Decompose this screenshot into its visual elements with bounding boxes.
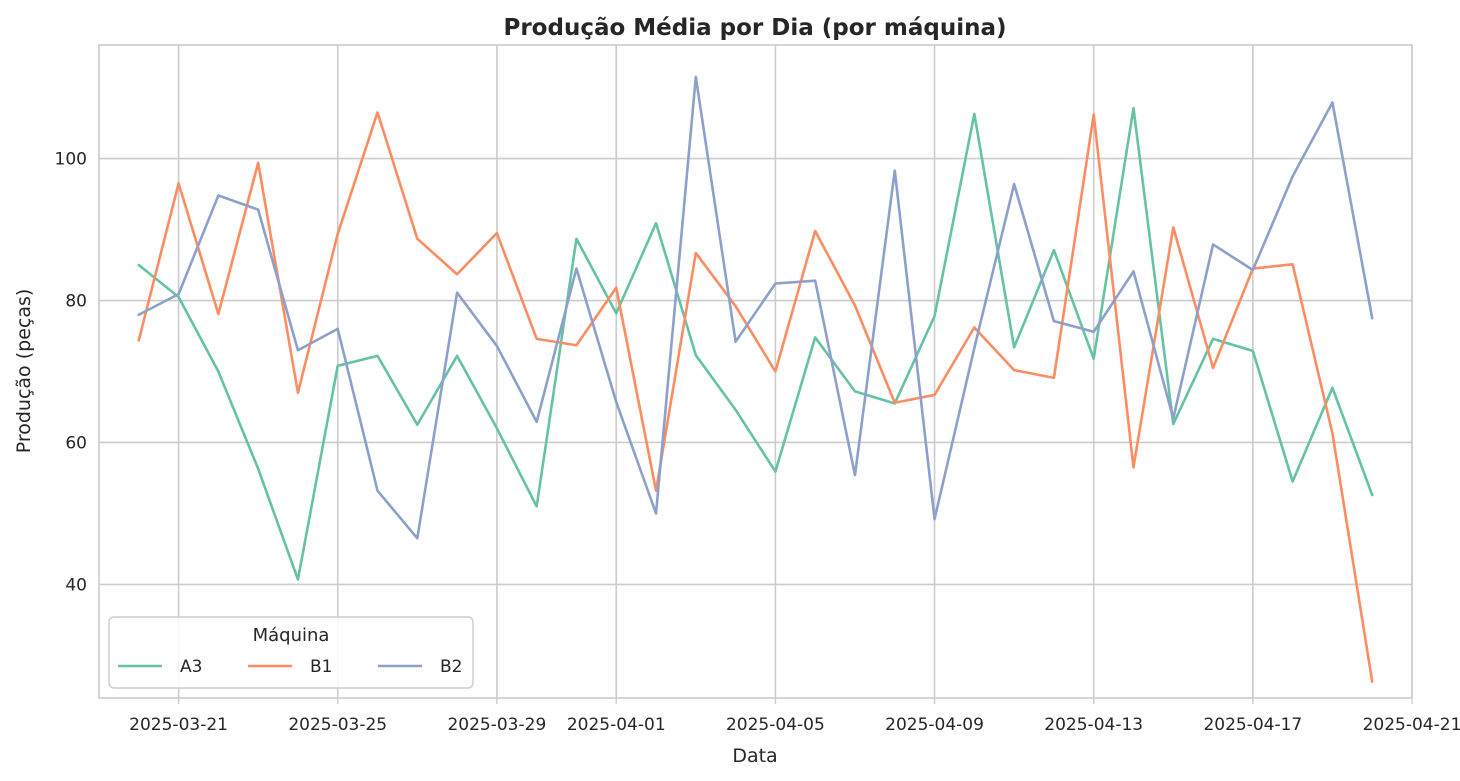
y-axis-label: Produção (peças) [13,289,35,454]
x-tick-label: 2025-04-01 [567,715,666,735]
legend-label-b2: B2 [440,657,462,677]
series-lines [137,75,1374,683]
y-axis-ticks: 40 60 80 100 [55,150,87,596]
x-axis-label: Data [732,745,777,767]
plot-area [98,44,1413,699]
x-tick-label: 2025-04-13 [1044,715,1143,735]
legend-box [108,616,474,689]
legend-entries: A3 B1 B2 [118,657,462,677]
x-tick-label: 2025-04-05 [726,715,825,735]
x-tick-label: 2025-03-25 [288,715,387,735]
y-tick-label: 80 [65,292,87,312]
legend-title: Máquina [253,625,330,646]
series-line-a3 [137,106,1374,581]
y-tick-label: 60 [65,433,87,453]
legend-label-a3: A3 [180,657,202,677]
x-tick-label: 2025-03-21 [129,715,228,735]
y-tick-label: 40 [65,575,87,595]
chart-title: Produção Média por Dia (por máquina) [503,15,1006,41]
x-tick-label: 2025-04-17 [1203,715,1302,735]
x-tick-label: 2025-04-09 [885,715,984,735]
series-line-b1 [137,111,1374,683]
y-tick-label: 100 [55,150,87,170]
grid [99,45,1413,698]
legend: Máquina A3 B1 B2 [108,616,474,689]
x-tick-label: 2025-03-29 [447,715,546,735]
series-line-b2 [137,75,1374,540]
legend-label-b1: B1 [310,657,332,677]
x-tick-label: 2025-04-21 [1363,715,1460,735]
x-axis-ticks: 2025-03-21 2025-03-25 2025-03-29 2025-04-01… [129,698,1460,735]
